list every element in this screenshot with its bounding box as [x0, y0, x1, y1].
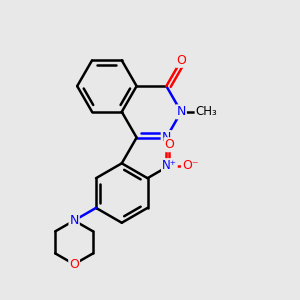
Text: N⁺: N⁺	[162, 159, 177, 172]
Text: O: O	[164, 138, 174, 151]
Text: CH₃: CH₃	[196, 105, 217, 118]
Text: O⁻: O⁻	[182, 159, 198, 172]
Text: O: O	[176, 54, 186, 67]
Text: N: N	[70, 214, 79, 227]
Text: O: O	[69, 258, 79, 271]
Text: N: N	[162, 131, 171, 144]
Text: N: N	[176, 105, 186, 118]
